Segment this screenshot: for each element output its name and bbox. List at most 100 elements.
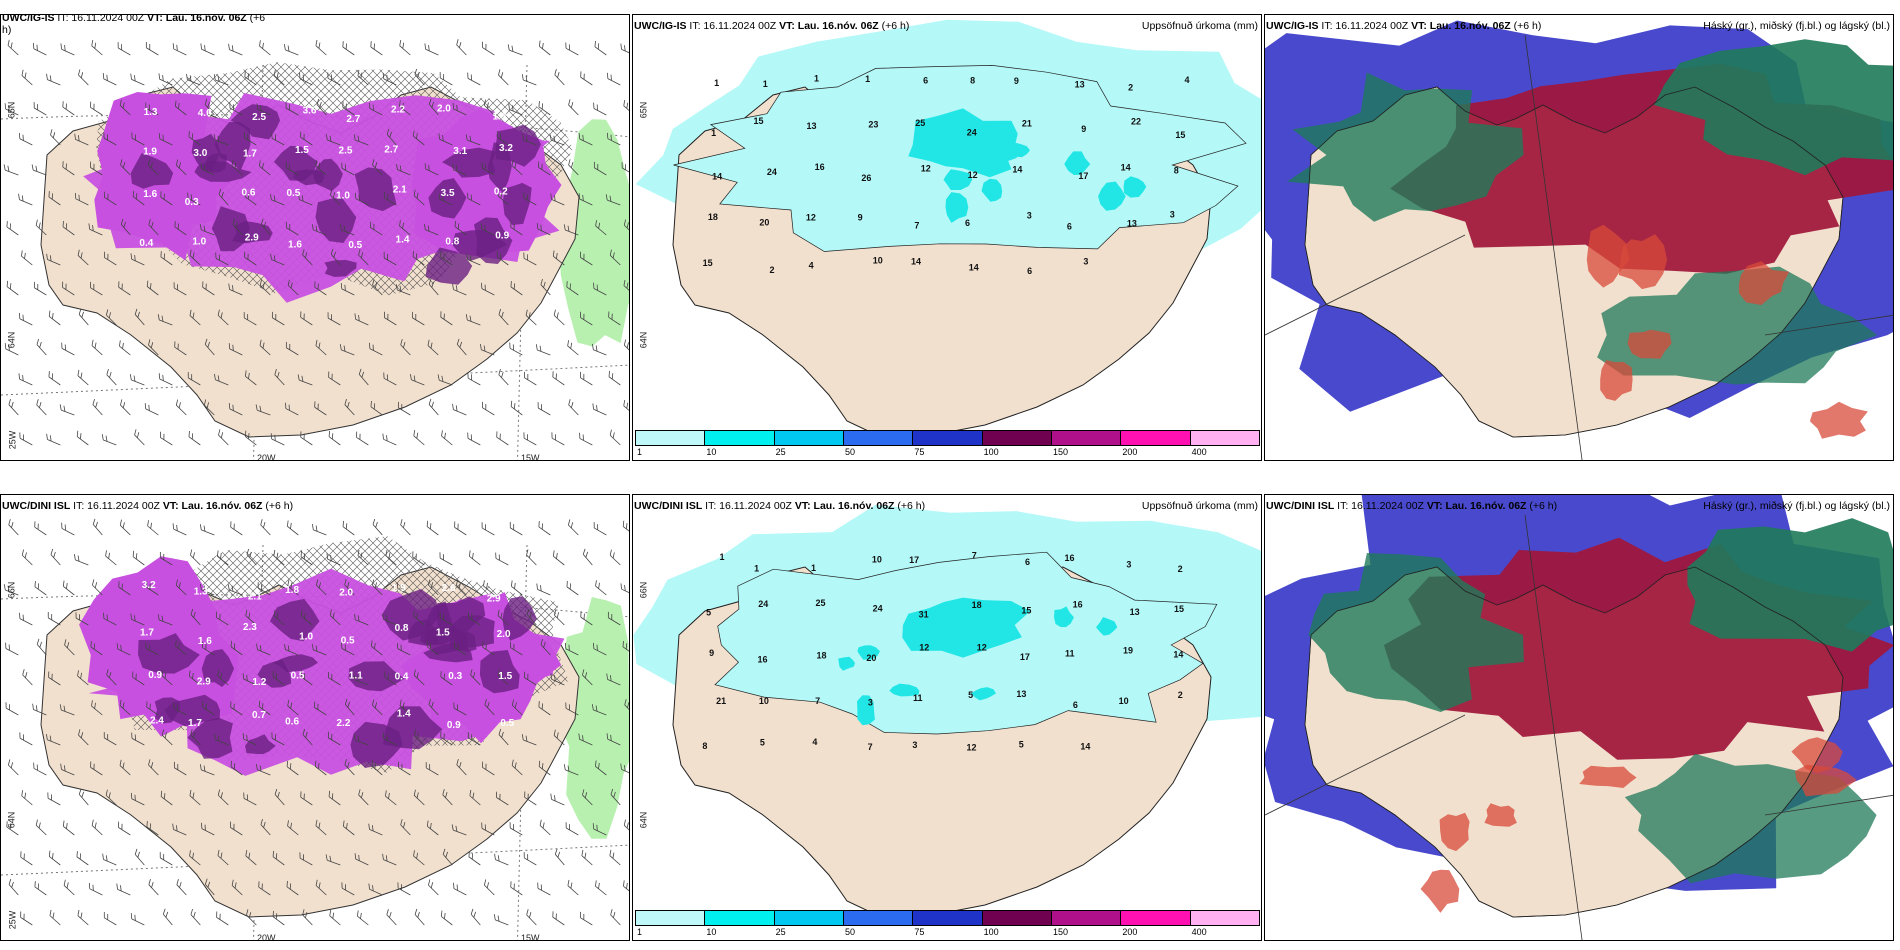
snow-value: 2.4	[150, 716, 164, 727]
snow-value: 0.6	[285, 716, 299, 727]
snow-value: 2.7	[346, 114, 360, 125]
lead-time: (+6 h)	[1510, 20, 1542, 32]
precip-value: 17	[1078, 171, 1088, 181]
precip-value: 15	[1175, 130, 1185, 140]
snow-value: 4.0	[198, 108, 212, 119]
snow-value: 3.0	[193, 148, 207, 159]
snow-value: 2.5	[339, 146, 353, 157]
snow-value: 0.9	[447, 720, 461, 731]
legend-swatch	[1189, 910, 1260, 926]
precip-value: 1	[811, 563, 816, 573]
precip-value: 12	[919, 642, 929, 652]
legend-tick: 400	[1191, 927, 1207, 937]
snow-value: 0.2	[494, 186, 508, 197]
snow-value: 2.0	[497, 629, 511, 640]
legend-swatch	[773, 910, 844, 926]
precip-value: 9	[709, 648, 714, 658]
precip-value: 14	[1012, 165, 1022, 175]
precip-value: 1	[711, 128, 716, 138]
snow-value: 1.7	[243, 148, 257, 159]
snow-value: 2.3	[243, 622, 257, 633]
precip-value: 14	[969, 262, 979, 272]
snow-value: 1.7	[140, 628, 154, 639]
init-time: IT: 16.11.2024 00Z	[1318, 20, 1412, 32]
snow-value: 0.4	[395, 671, 409, 682]
snow-value: 1.6	[288, 240, 302, 251]
snow-value: 1.5	[295, 145, 309, 156]
legend-swatch	[635, 430, 706, 446]
snow-value: 2.9	[197, 676, 211, 687]
precip-value: 15	[1021, 605, 1031, 615]
accumulated-precip-map-row1[interactable]: 1 1 1 1 6 8 9 13 2 4 1 15 13 23 25 24 21 9 22 15 14 24 16 26 12 1…	[632, 14, 1262, 461]
snow-value: 3.2	[499, 143, 513, 154]
wind-barbs	[3, 518, 629, 926]
graticule	[1265, 514, 1893, 940]
precip-value: 18	[708, 212, 718, 222]
precip-value: 13	[806, 121, 816, 131]
accumulated-precip-map-row2[interactable]: 1 1 1 10 17 7 6 16 3 2 5 24 25 24 31 18 15 16 13 15 9 16 18 20 1…	[632, 494, 1262, 941]
legend-tick: 1	[637, 927, 643, 937]
precip-legend: 1 10 25 50 75 100 150 200 400	[635, 430, 1260, 458]
valid-time: VT: Lau. 16.nóv. 06Z	[147, 14, 247, 24]
lat-label: 66N	[638, 581, 649, 599]
precip-legend: 1 10 25 50 75 100 150 200 400	[635, 910, 1260, 938]
lead-time-wrap: h)	[2, 24, 12, 36]
snow-value: 3.5	[441, 188, 455, 199]
snow-depth-map-row2[interactable]: 3.2 1.3 2.1 1.8 2.0 1.9 2.6 2.9 1.7 1.6 2.3 1.0 0.5 0…	[0, 494, 630, 941]
snow-value: 0.9	[148, 670, 162, 681]
precip-value: 14	[911, 256, 921, 266]
snow-value: 1.2	[252, 677, 266, 688]
precip-value: 12	[968, 170, 978, 180]
precip-value: 11	[913, 693, 923, 703]
precip-value: 3	[1126, 560, 1131, 570]
precip-value: 12	[977, 643, 987, 653]
lead-time: (+6 h)	[878, 20, 910, 32]
precip-value: 24	[767, 167, 777, 177]
field-name: Uppsöfnuð úrkoma (mm)	[1141, 500, 1258, 512]
legend-tick: 25	[775, 447, 786, 457]
snow-value: 3.6	[303, 105, 317, 116]
snow-value: 1.6	[143, 189, 157, 200]
precip-value: 22	[1131, 117, 1141, 127]
precip-value: 8	[1174, 166, 1179, 176]
snow-value: 2.0	[437, 103, 451, 114]
snow-value: 0.5	[500, 718, 514, 729]
precip-value: 12	[966, 742, 976, 752]
legend-swatch	[704, 910, 775, 926]
cloud-cover-map-row2-title: UWC/DINI ISL IT: 16.11.2024 00Z VT: Lau.…	[1265, 495, 1893, 519]
high-cloud	[1308, 518, 1893, 913]
snow-value: 2.1	[393, 185, 407, 196]
model-name: UWC/DINI ISL	[2, 500, 71, 512]
snow-value: 1.4	[396, 235, 410, 246]
lon-label: 15W	[521, 453, 540, 461]
legend-swatch	[1051, 430, 1122, 446]
snow-value: 0.4	[139, 238, 153, 249]
precip-value: 13	[1127, 219, 1137, 229]
legend-swatch	[1120, 430, 1191, 446]
legend-swatch	[843, 910, 914, 926]
precip-value: 1	[865, 74, 870, 84]
precip-value: 10	[759, 696, 769, 706]
snow-value: 0.5	[291, 671, 305, 682]
cloud-cover-map-row2[interactable]: UWC/DINI ISL IT: 16.11.2024 00Z VT: Lau.…	[1264, 494, 1894, 941]
snow-depth-map-row2-title: UWC/DINI ISL IT: 16.11.2024 00Z VT: Lau.…	[1, 495, 629, 519]
legend-tick: 200	[1122, 927, 1138, 937]
snow-value: 1.1	[349, 671, 363, 682]
lat-label: 64N	[6, 331, 17, 349]
precip-value: 2	[1178, 690, 1183, 700]
legend-swatch	[981, 430, 1052, 446]
lat-label: 66N	[6, 581, 17, 599]
model-name: UWC/DINI ISL	[634, 500, 703, 512]
precip-value: 23	[868, 119, 878, 129]
snow-depth-map-row1[interactable]: 1.3 4.0 2.5 3.6 2.7 2.2 2.0 1.3 1.9 3.0 1.7 1.5 2.5 2…	[0, 14, 630, 461]
precip-value: 9	[1081, 124, 1086, 134]
legend-tick: 100	[983, 927, 999, 937]
cloud-cover-map-row1[interactable]: UWC/IG-IS IT: 16.11.2024 00Z VT: Lau. 16…	[1264, 14, 1894, 461]
lat-label: 64N	[638, 811, 649, 829]
snow-value: 0.5	[348, 240, 362, 251]
snow-value: 1.0	[192, 237, 206, 248]
precip-value: 14	[1121, 162, 1131, 172]
